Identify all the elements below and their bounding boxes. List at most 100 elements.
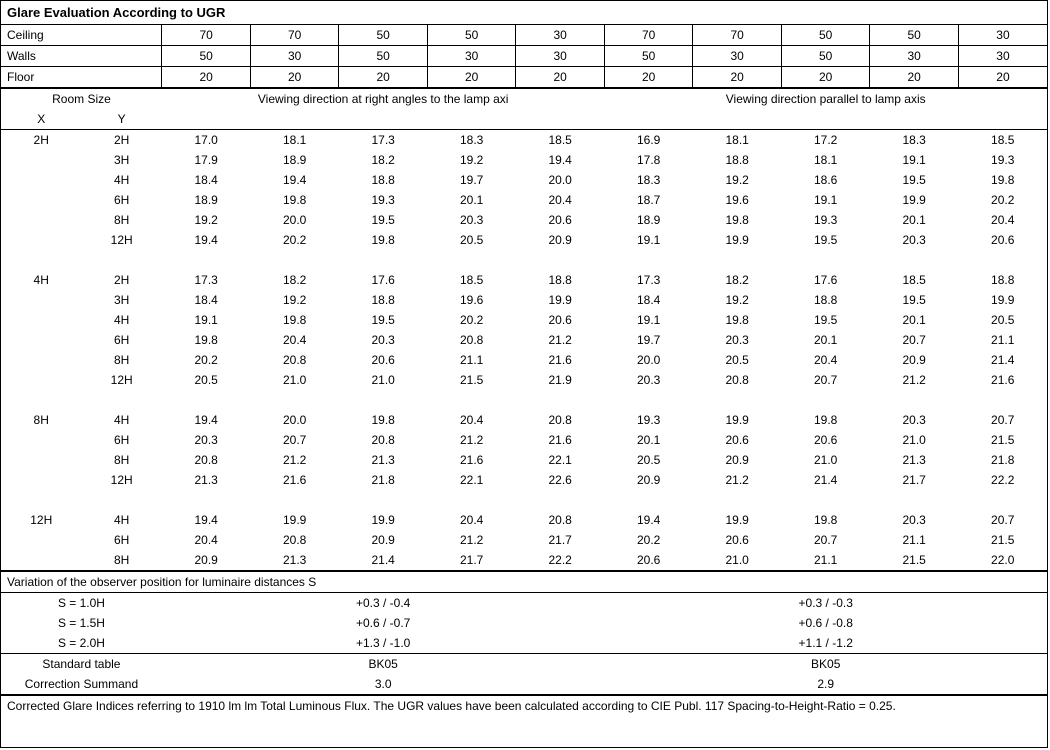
data-cell: 21.7 <box>516 530 605 550</box>
data-cell: 20.5 <box>162 370 251 390</box>
data-cell: 20.4 <box>516 190 605 210</box>
data-cell: 20.3 <box>870 230 959 250</box>
data-cell: 21.0 <box>339 370 428 390</box>
data-cell: 19.9 <box>870 190 959 210</box>
data-cell: 19.4 <box>604 510 693 530</box>
header-cell: 30 <box>958 25 1047 46</box>
page-title: Glare Evaluation According to UGR <box>1 1 1047 25</box>
data-cell: 21.6 <box>516 430 605 450</box>
header-cell: 30 <box>870 46 959 67</box>
room-x-cell <box>1 170 81 190</box>
room-y-cell: 4H <box>81 510 161 530</box>
room-x-cell <box>1 450 81 470</box>
data-cell: 20.4 <box>958 210 1047 230</box>
view-left-label: Viewing direction at right angles to the… <box>162 88 605 109</box>
data-cell: 20.9 <box>162 550 251 571</box>
room-size-label: Room Size <box>1 88 162 109</box>
data-cell: 21.4 <box>958 350 1047 370</box>
header-cell: 50 <box>604 46 693 67</box>
data-cell: 17.6 <box>339 270 428 290</box>
data-cell: 18.9 <box>162 190 251 210</box>
header-cell: 50 <box>339 46 428 67</box>
room-x-cell <box>1 530 81 550</box>
data-cell: 21.1 <box>781 550 870 571</box>
room-y-cell: 6H <box>81 190 161 210</box>
header-cell: 70 <box>693 25 782 46</box>
room-y-cell: 6H <box>81 330 161 350</box>
data-cell: 22.0 <box>958 550 1047 571</box>
header-cell: 20 <box>958 67 1047 89</box>
data-cell: 21.3 <box>250 550 339 571</box>
data-cell: 20.0 <box>604 350 693 370</box>
data-cell: 20.3 <box>427 210 516 230</box>
room-x-cell <box>1 150 81 170</box>
data-cell: 21.1 <box>427 350 516 370</box>
room-x-cell: 12H <box>1 510 81 530</box>
data-cell: 21.6 <box>516 350 605 370</box>
data-cell: 20.8 <box>693 370 782 390</box>
variation-right: +0.6 / -0.8 <box>604 613 1047 633</box>
room-y-cell: 4H <box>81 410 161 430</box>
room-x-cell: 2H <box>1 130 81 150</box>
data-cell: 20.6 <box>693 530 782 550</box>
data-cell: 19.2 <box>162 210 251 230</box>
data-cell: 21.5 <box>958 530 1047 550</box>
data-cell: 19.2 <box>250 290 339 310</box>
data-cell: 18.5 <box>516 130 605 150</box>
data-cell: 19.1 <box>604 230 693 250</box>
room-x-cell <box>1 470 81 490</box>
std-table-label: Standard table <box>1 654 162 674</box>
data-cell: 20.3 <box>870 410 959 430</box>
view-right-label: Viewing direction parallel to lamp axis <box>604 88 1047 109</box>
data-cell: 19.8 <box>162 330 251 350</box>
header-cell: 30 <box>516 46 605 67</box>
data-cell: 18.8 <box>781 290 870 310</box>
data-cell: 21.4 <box>339 550 428 571</box>
data-cell: 18.9 <box>604 210 693 230</box>
data-cell: 20.6 <box>781 430 870 450</box>
data-cell: 17.9 <box>162 150 251 170</box>
header-cell: 30 <box>250 46 339 67</box>
data-cell: 17.0 <box>162 130 251 150</box>
data-cell: 20.7 <box>958 510 1047 530</box>
data-cell: 20.4 <box>781 350 870 370</box>
data-cell: 19.9 <box>958 290 1047 310</box>
room-x-cell <box>1 230 81 250</box>
corr-left: 3.0 <box>162 674 605 694</box>
data-cell: 19.6 <box>693 190 782 210</box>
data-cell: 18.6 <box>781 170 870 190</box>
data-cell: 20.2 <box>250 230 339 250</box>
header-label: Walls <box>1 46 162 67</box>
data-cell: 20.9 <box>693 450 782 470</box>
data-cell: 19.1 <box>781 190 870 210</box>
data-cell: 19.2 <box>693 290 782 310</box>
data-cell: 20.7 <box>870 330 959 350</box>
room-x-cell <box>1 310 81 330</box>
room-y-cell: 12H <box>81 230 161 250</box>
room-y-cell: 2H <box>81 130 161 150</box>
data-cell: 21.2 <box>516 330 605 350</box>
data-cell: 19.9 <box>250 510 339 530</box>
data-cell: 19.4 <box>162 410 251 430</box>
variation-label: S = 2.0H <box>1 633 162 654</box>
variation-left: +1.3 / -1.0 <box>162 633 605 654</box>
data-cell: 19.1 <box>162 310 251 330</box>
data-cell: 21.1 <box>958 330 1047 350</box>
data-cell: 20.5 <box>958 310 1047 330</box>
data-cell: 20.2 <box>427 310 516 330</box>
data-cell: 20.6 <box>516 310 605 330</box>
data-cell: 21.7 <box>427 550 516 571</box>
data-cell: 19.4 <box>162 510 251 530</box>
std-left: BK05 <box>162 654 605 674</box>
data-cell: 20.6 <box>339 350 428 370</box>
header-cell: 20 <box>427 67 516 89</box>
variation-right: +1.1 / -1.2 <box>604 633 1047 654</box>
data-cell: 18.2 <box>693 270 782 290</box>
data-cell: 20.0 <box>250 210 339 230</box>
data-cell: 19.5 <box>339 210 428 230</box>
data-cell: 21.3 <box>339 450 428 470</box>
data-cell: 21.2 <box>427 430 516 450</box>
data-cell: 17.6 <box>781 270 870 290</box>
data-cell: 19.5 <box>870 170 959 190</box>
data-cell: 18.1 <box>693 130 782 150</box>
